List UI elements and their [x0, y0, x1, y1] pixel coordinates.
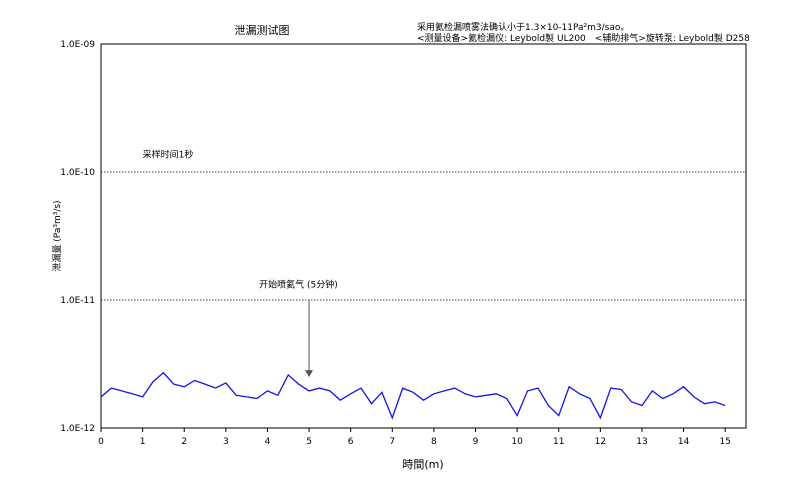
x-tick-label: 3: [223, 437, 229, 447]
x-tick-label: 15: [719, 437, 730, 447]
x-tick-label: 0: [98, 437, 104, 447]
leak-rate-series-line: [100, 371, 726, 420]
x-tick-label: 6: [348, 437, 354, 447]
annotation-arrowhead: [305, 370, 314, 378]
grid-lines: [101, 171, 746, 301]
y-tick-label: 1.0E-11: [60, 296, 95, 306]
annotation-helium-spray-start: 开始喷氦气 (5分钟): [259, 279, 338, 291]
x-tick-label: 9: [473, 437, 479, 447]
x-tick-label: 12: [595, 437, 606, 447]
x-tick-label: 10: [511, 437, 523, 447]
chart-subtitle-line-1: 采用氦检漏喷雾法确认小于1.3×10-11Pa²m3/sao。: [417, 21, 629, 33]
y-tick-label: 1.0E-12: [60, 424, 95, 434]
chart-subtitle-line-2: <测量设备>氦检漏仪: Leybold製 UL200 <辅助排气>旋转泵: Le…: [417, 32, 750, 44]
x-tick-labels: 0 1 2 3 4 5 6 7 8 9 10 11 12 13 14 15: [98, 437, 731, 447]
x-tick-label: 5: [306, 437, 312, 447]
annotation-sampling-time: 采样时间1秒: [143, 148, 194, 160]
x-tick-label: 4: [265, 437, 271, 447]
x-tick-label: 8: [431, 437, 437, 447]
y-axis-label: 泄漏量 (Pa³m³/s): [51, 200, 63, 271]
y-tick-label: 1.0E-09: [60, 40, 95, 50]
x-tick-label: 11: [553, 437, 564, 447]
x-tick-label: 7: [389, 437, 395, 447]
y-tick-label: 1.0E-10: [60, 168, 95, 178]
y-tick-labels: 1.0E-09 1.0E-10 1.0E-11 1.0E-12: [60, 40, 95, 434]
x-tick-label: 14: [678, 437, 690, 447]
chart-title: 泄漏测试图: [235, 24, 290, 37]
x-ticks: [100, 428, 726, 432]
plot-area-frame: [100, 43, 747, 429]
x-tick-label: 2: [181, 437, 187, 447]
x-axis-label: 時間(m): [402, 458, 443, 471]
x-tick-label: 13: [636, 437, 647, 447]
x-tick-label: 1: [140, 437, 146, 447]
